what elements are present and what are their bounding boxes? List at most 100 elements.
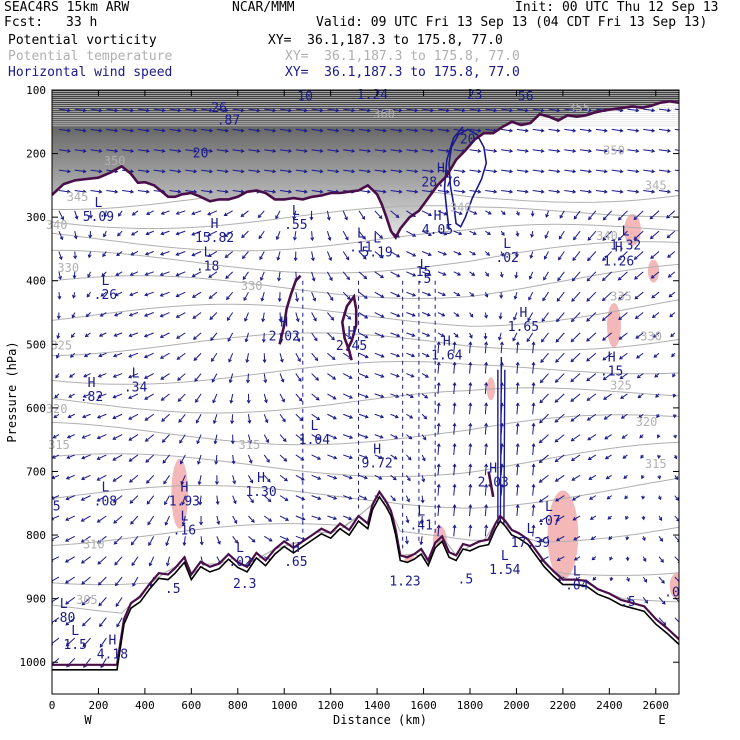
wind-arrow-head	[277, 298, 282, 303]
theta-label: 340	[46, 218, 68, 232]
wind-value-label: 20	[193, 147, 209, 162]
wind-arrow	[485, 108, 497, 112]
wind-arrow	[564, 169, 576, 173]
wind-arrow-head	[396, 313, 401, 318]
wind-arrow	[650, 251, 660, 259]
wind-arrow	[406, 413, 413, 419]
theta-contour	[52, 414, 679, 446]
wind-arrow	[453, 271, 461, 276]
wind-arrow-head	[209, 316, 214, 321]
wind-arrow	[374, 271, 384, 278]
wind-arrow	[469, 210, 477, 215]
wind-arrow-head	[572, 257, 576, 261]
wind-arrow-head	[57, 295, 62, 300]
wind-arrow	[295, 149, 307, 152]
wind-arrow	[501, 189, 513, 193]
wind-arrow	[263, 434, 269, 443]
wind-arrow-head	[668, 293, 673, 298]
wind-value-label: .5	[458, 573, 474, 588]
wind-arrow-head	[672, 414, 677, 419]
wind-arrow-head	[527, 317, 531, 322]
extremum-value: .15	[600, 364, 623, 379]
extremum-value: .11	[349, 240, 372, 255]
wind-value-label: 10	[297, 89, 313, 104]
wind-arrow	[484, 443, 487, 455]
wind-value-label: 1.23	[389, 574, 420, 589]
extremum-kind: L	[622, 225, 630, 240]
wind-arrow	[667, 230, 676, 238]
wind-arrow-head	[241, 255, 246, 260]
wind-arrow-head	[472, 251, 477, 256]
wind-arrow	[81, 474, 91, 480]
init-time: Init: 00 UTC Thu 12 Sep 13	[515, 0, 719, 15]
wind-arrow-head	[573, 536, 578, 541]
wind-arrow-head	[556, 297, 561, 302]
wind-arrow	[52, 637, 60, 645]
wind-arrow-head	[333, 516, 338, 521]
wind-arrow	[232, 149, 244, 152]
wind-arrow-head	[197, 481, 202, 486]
wind-arrow-head	[175, 211, 180, 215]
wind-arrow	[117, 230, 123, 237]
wind-arrow-head	[436, 381, 441, 386]
wind-arrow	[327, 474, 337, 479]
wind-arrow	[147, 515, 155, 525]
wind-arrow-head	[382, 108, 387, 113]
wind-arrow-head	[380, 394, 385, 399]
wind-arrow-head	[132, 582, 136, 587]
wind-arrow	[327, 291, 334, 301]
wind-arrow-head	[621, 435, 626, 439]
wind-arrow-head	[224, 128, 229, 133]
wind-arrow	[358, 149, 371, 152]
wind-arrow	[484, 382, 487, 394]
extremum-kind: H	[434, 209, 442, 224]
wind-arrow-head	[656, 434, 661, 439]
wind-arrow	[516, 149, 528, 152]
x-tick-label: 2600	[643, 699, 670, 712]
wind-arrow-head	[72, 275, 77, 280]
extremum-value: .08	[94, 495, 117, 510]
wind-arrow	[437, 525, 440, 537]
wind-arrow	[83, 393, 91, 398]
wind-arrow-head	[484, 504, 489, 508]
wind-arrow-head	[266, 458, 270, 463]
wind-arrow	[247, 414, 251, 424]
wind-arrow	[160, 332, 170, 338]
wind-arrow-head	[573, 556, 578, 561]
extremum-kind: H	[608, 350, 616, 365]
wind-arrow	[541, 312, 549, 322]
wind-arrow	[180, 475, 186, 485]
wind-arrow-head	[436, 341, 441, 346]
wind-arrow	[144, 332, 154, 338]
wind-arrow-head	[452, 483, 457, 488]
extremum-value: .26	[94, 288, 117, 303]
wind-arrow-head	[272, 128, 277, 133]
wind-arrow	[192, 291, 202, 298]
wind-arrow	[74, 251, 76, 259]
wind-arrow	[185, 189, 197, 193]
wind-arrow-head	[164, 501, 168, 506]
wind-arrow	[343, 495, 352, 500]
wind-arrow	[226, 291, 234, 300]
wind-arrow	[81, 495, 91, 501]
wind-arrow-head	[226, 317, 231, 322]
wind-arrow	[437, 271, 446, 276]
wind-arrow	[97, 515, 107, 523]
wind-arrow-head	[500, 252, 504, 257]
wind-arrow-head	[458, 231, 463, 236]
wind-arrow-head	[161, 148, 166, 153]
wind-vectors	[52, 108, 679, 669]
pv-2-contour-lower	[52, 489, 679, 666]
wind-arrow-head	[667, 189, 671, 194]
model-title: SEAC4RS 15km ARW	[4, 0, 130, 15]
wind-arrow-head	[393, 455, 398, 460]
wind-arrow-head	[284, 497, 289, 501]
wind-arrow	[311, 108, 323, 112]
wind-arrow-head	[572, 108, 577, 113]
extremum-kind: L	[101, 274, 109, 289]
wind-arrow-head	[316, 416, 321, 421]
wind-arrow-head	[176, 356, 181, 360]
wind-arrow	[498, 332, 502, 340]
wind-arrow	[224, 230, 233, 237]
wind-arrow-head	[363, 295, 368, 299]
